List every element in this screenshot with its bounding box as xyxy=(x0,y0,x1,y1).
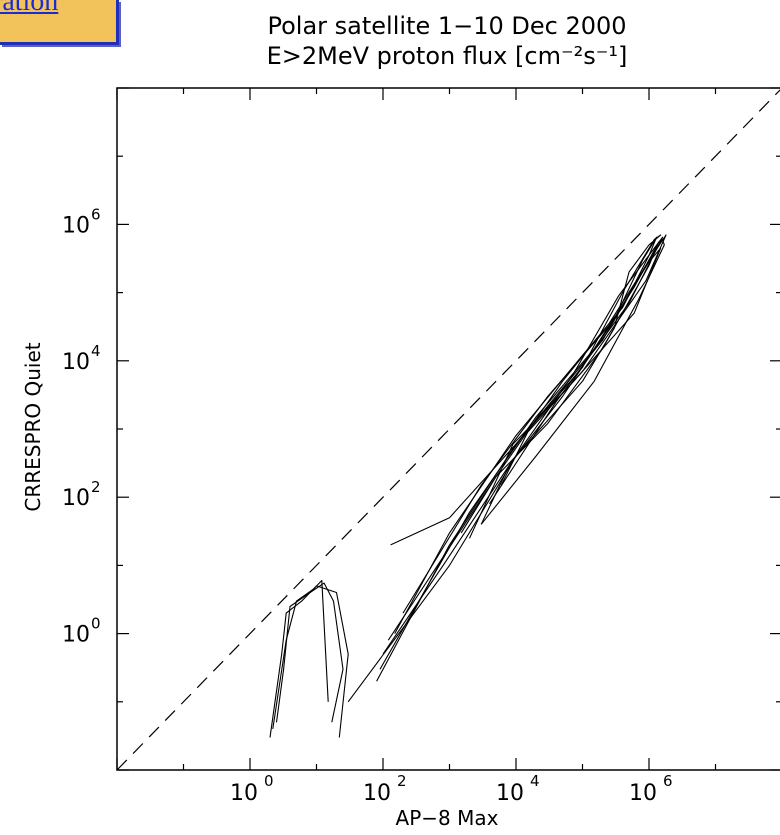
y-tick-label-exponent: 0 xyxy=(91,615,101,633)
y-tick-label-exponent: 6 xyxy=(91,205,101,223)
series-line-1 xyxy=(269,585,349,738)
x-tick-label: 10 xyxy=(629,781,657,806)
x-axis-label: AP−8 Max xyxy=(396,806,499,830)
series-line-3 xyxy=(272,579,329,729)
x-tick-label-exponent: 6 xyxy=(663,772,673,790)
series-line-7 xyxy=(379,241,660,670)
chart-title: Polar satellite 1−10 Dec 2000 xyxy=(267,12,626,40)
y-tick-label: 10 xyxy=(62,623,90,648)
y-tick-label-exponent: 2 xyxy=(91,478,101,496)
reference-line xyxy=(116,89,780,771)
y-axis-label: CRRESPRO Quiet xyxy=(21,342,45,511)
chart-subtitle: E>2MeV proton flux [cm⁻²s⁻¹] xyxy=(267,42,628,70)
plot-area: 10 0 10 2 10 4 10 610 010 210 410 6 xyxy=(62,87,780,806)
y-tick-label: 10 xyxy=(62,486,90,511)
x-tick-label: 10 xyxy=(363,781,391,806)
x-tick-label-exponent: 4 xyxy=(530,772,540,790)
nav-link-button[interactable]: ration xyxy=(0,0,119,45)
x-tick-label-exponent: 2 xyxy=(397,772,407,790)
series-line-2 xyxy=(275,582,344,723)
nav-link-text[interactable]: ration xyxy=(0,0,59,17)
x-tick-label-exponent: 0 xyxy=(264,772,274,790)
series-line-5 xyxy=(394,236,658,634)
x-tick-label: 10 xyxy=(496,781,524,806)
y-tick-label: 10 xyxy=(62,213,90,238)
series-line-8 xyxy=(402,234,667,614)
y-tick-label: 10 xyxy=(62,350,90,375)
y-tick-label-exponent: 4 xyxy=(91,342,101,360)
series-line-9 xyxy=(387,247,662,641)
series-line-10 xyxy=(382,236,664,655)
x-tick-label: 10 xyxy=(230,781,258,806)
